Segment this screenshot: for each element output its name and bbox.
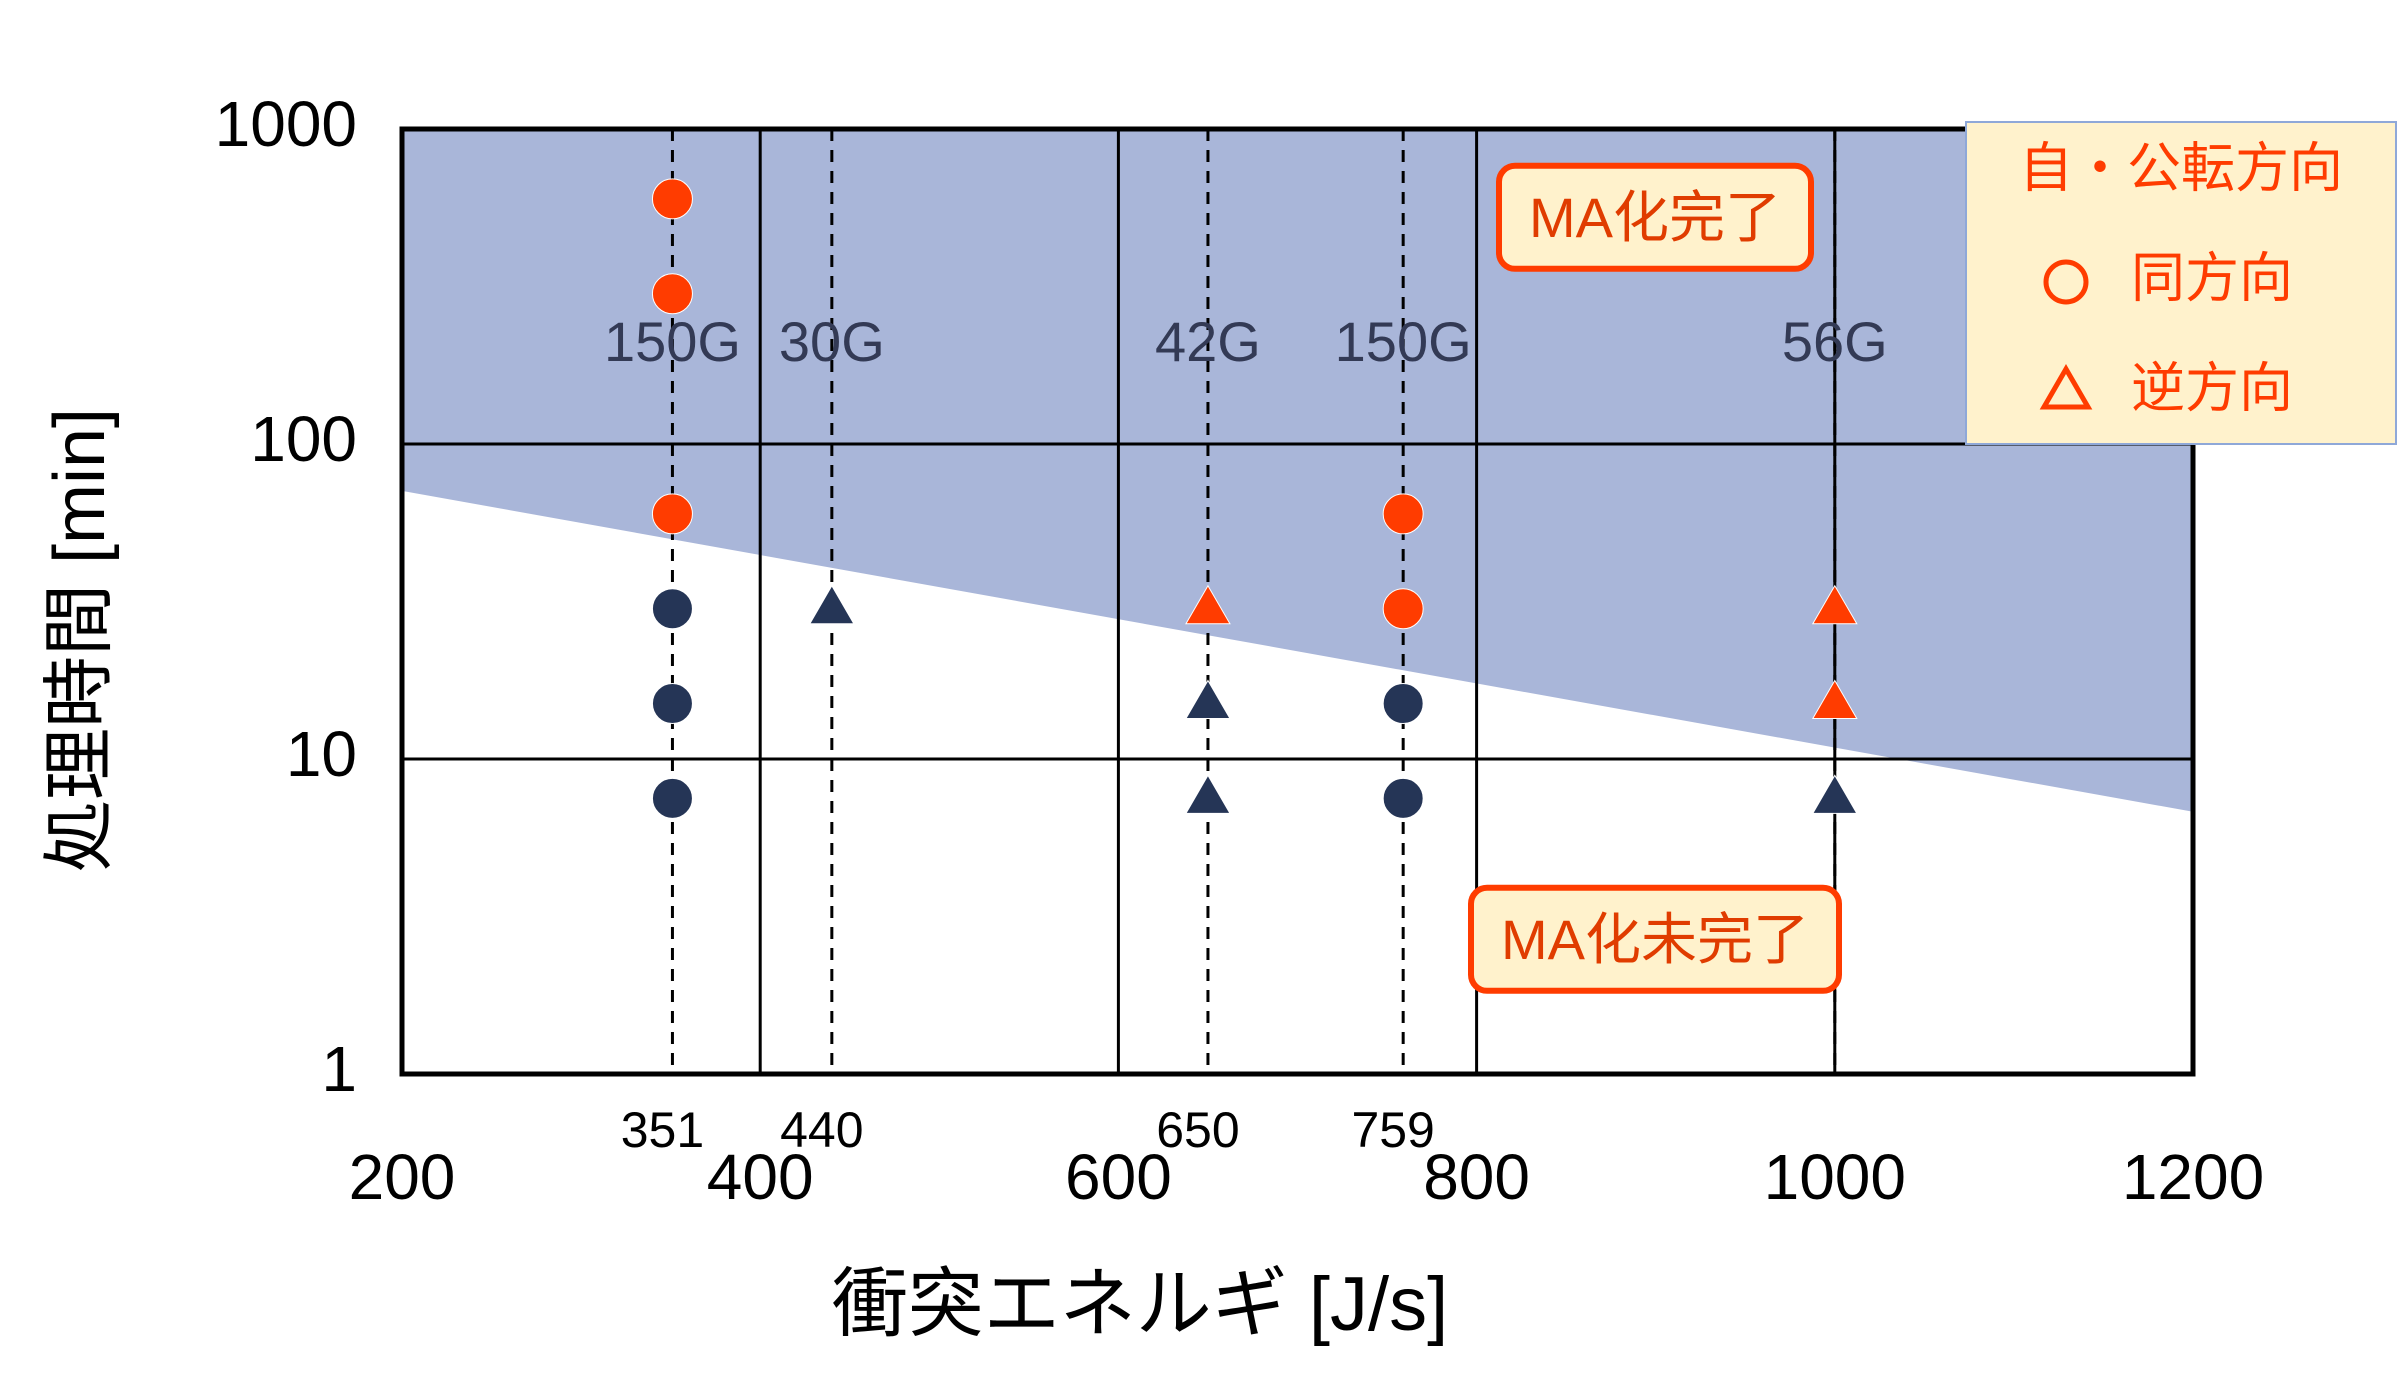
annotation-text: MA化完了 [1529,186,1781,249]
x-tick-label: 800 [1423,1141,1530,1213]
x-tick-label: 400 [707,1141,814,1213]
marker-label: 56G [1782,310,1888,373]
point [1382,777,1424,819]
marker-value-label: 351 [621,1102,704,1158]
x-axis-title: 衝突エネルギ [J/s] [832,1262,1448,1347]
legend-marker [2043,259,2089,305]
y-tick-label: 10 [286,718,357,790]
annotation: MA化完了 [1496,162,1814,272]
marker-label: 150G [1335,310,1472,373]
point [1382,588,1424,630]
annotation-box [1468,884,1842,994]
point [651,178,693,220]
legend-marker [2039,364,2093,410]
y-tick-label: 100 [250,403,357,475]
annotation-box [1496,162,1814,272]
point [651,493,693,535]
plot-border [399,126,2196,1077]
marker-value-label: 759 [1351,1102,1434,1158]
point [1185,774,1231,814]
marker-label: 42G [1155,310,1261,373]
x-tick-label: 200 [349,1141,456,1213]
x-tick-label: 1000 [1764,1141,1906,1213]
point [1811,679,1858,720]
point [651,777,693,819]
legend-label: 同方向 [2131,248,2293,308]
x-tick-label: 1200 [2122,1141,2264,1213]
complete-region [402,129,2193,812]
marker-value-label: 440 [780,1102,863,1158]
point [1811,584,1858,625]
annotation: MA化未完了 [1468,884,1842,994]
point [808,584,855,625]
point [651,273,693,315]
x-tick-label: 600 [1065,1141,1172,1213]
legend-title: 自・公転方向 [2019,138,2343,198]
annotation-text: MA化未完了 [1501,908,1809,971]
point [1811,774,1858,814]
point [651,683,693,725]
point [1382,683,1424,725]
point [651,588,693,630]
y-tick-label: 1 [321,1033,357,1105]
legend-label: 逆方向 [2131,358,2293,418]
marker-label: 30G [779,310,885,373]
y-axis-title: 処理時間 [min] [40,408,120,872]
marker-value-label: 650 [1156,1102,1239,1158]
point [1382,493,1424,535]
point [1185,679,1231,720]
point [1185,584,1231,625]
y-tick-label: 1000 [215,88,357,160]
legend-box [1965,121,2397,445]
marker-label: 150G [604,310,741,373]
